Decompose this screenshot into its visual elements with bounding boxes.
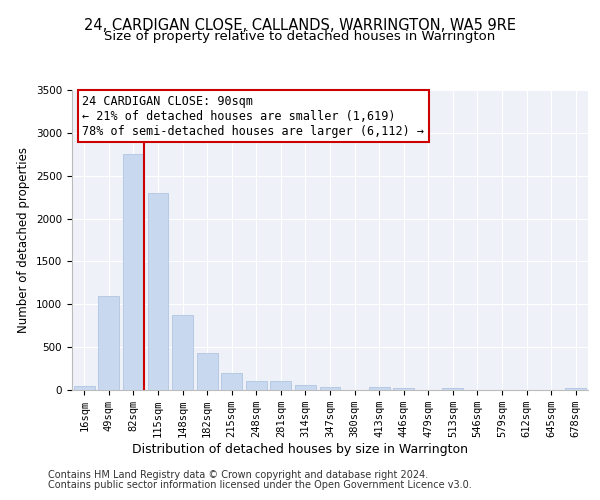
Bar [98, 296, 119, 390]
Text: Size of property relative to detached houses in Warrington: Size of property relative to detached ho… [104, 30, 496, 43]
Text: Contains public sector information licensed under the Open Government Licence v3: Contains public sector information licen… [48, 480, 472, 490]
Bar [246, 381, 267, 390]
Bar [148, 193, 169, 390]
Bar [271, 382, 292, 390]
Text: Contains HM Land Registry data © Crown copyright and database right 2024.: Contains HM Land Registry data © Crown c… [48, 470, 428, 480]
Bar [320, 386, 340, 390]
Bar [442, 388, 463, 390]
Bar [197, 353, 218, 390]
Bar [221, 373, 242, 390]
Bar [393, 388, 414, 390]
Bar [123, 154, 144, 390]
Text: 24 CARDIGAN CLOSE: 90sqm
← 21% of detached houses are smaller (1,619)
78% of sem: 24 CARDIGAN CLOSE: 90sqm ← 21% of detach… [82, 94, 424, 138]
Text: Distribution of detached houses by size in Warrington: Distribution of detached houses by size … [132, 442, 468, 456]
Bar [172, 314, 193, 390]
Text: 24, CARDIGAN CLOSE, CALLANDS, WARRINGTON, WA5 9RE: 24, CARDIGAN CLOSE, CALLANDS, WARRINGTON… [84, 18, 516, 32]
Y-axis label: Number of detached properties: Number of detached properties [17, 147, 31, 333]
Bar [295, 386, 316, 390]
Bar [565, 388, 586, 390]
Bar [74, 386, 95, 390]
Bar [368, 388, 389, 390]
